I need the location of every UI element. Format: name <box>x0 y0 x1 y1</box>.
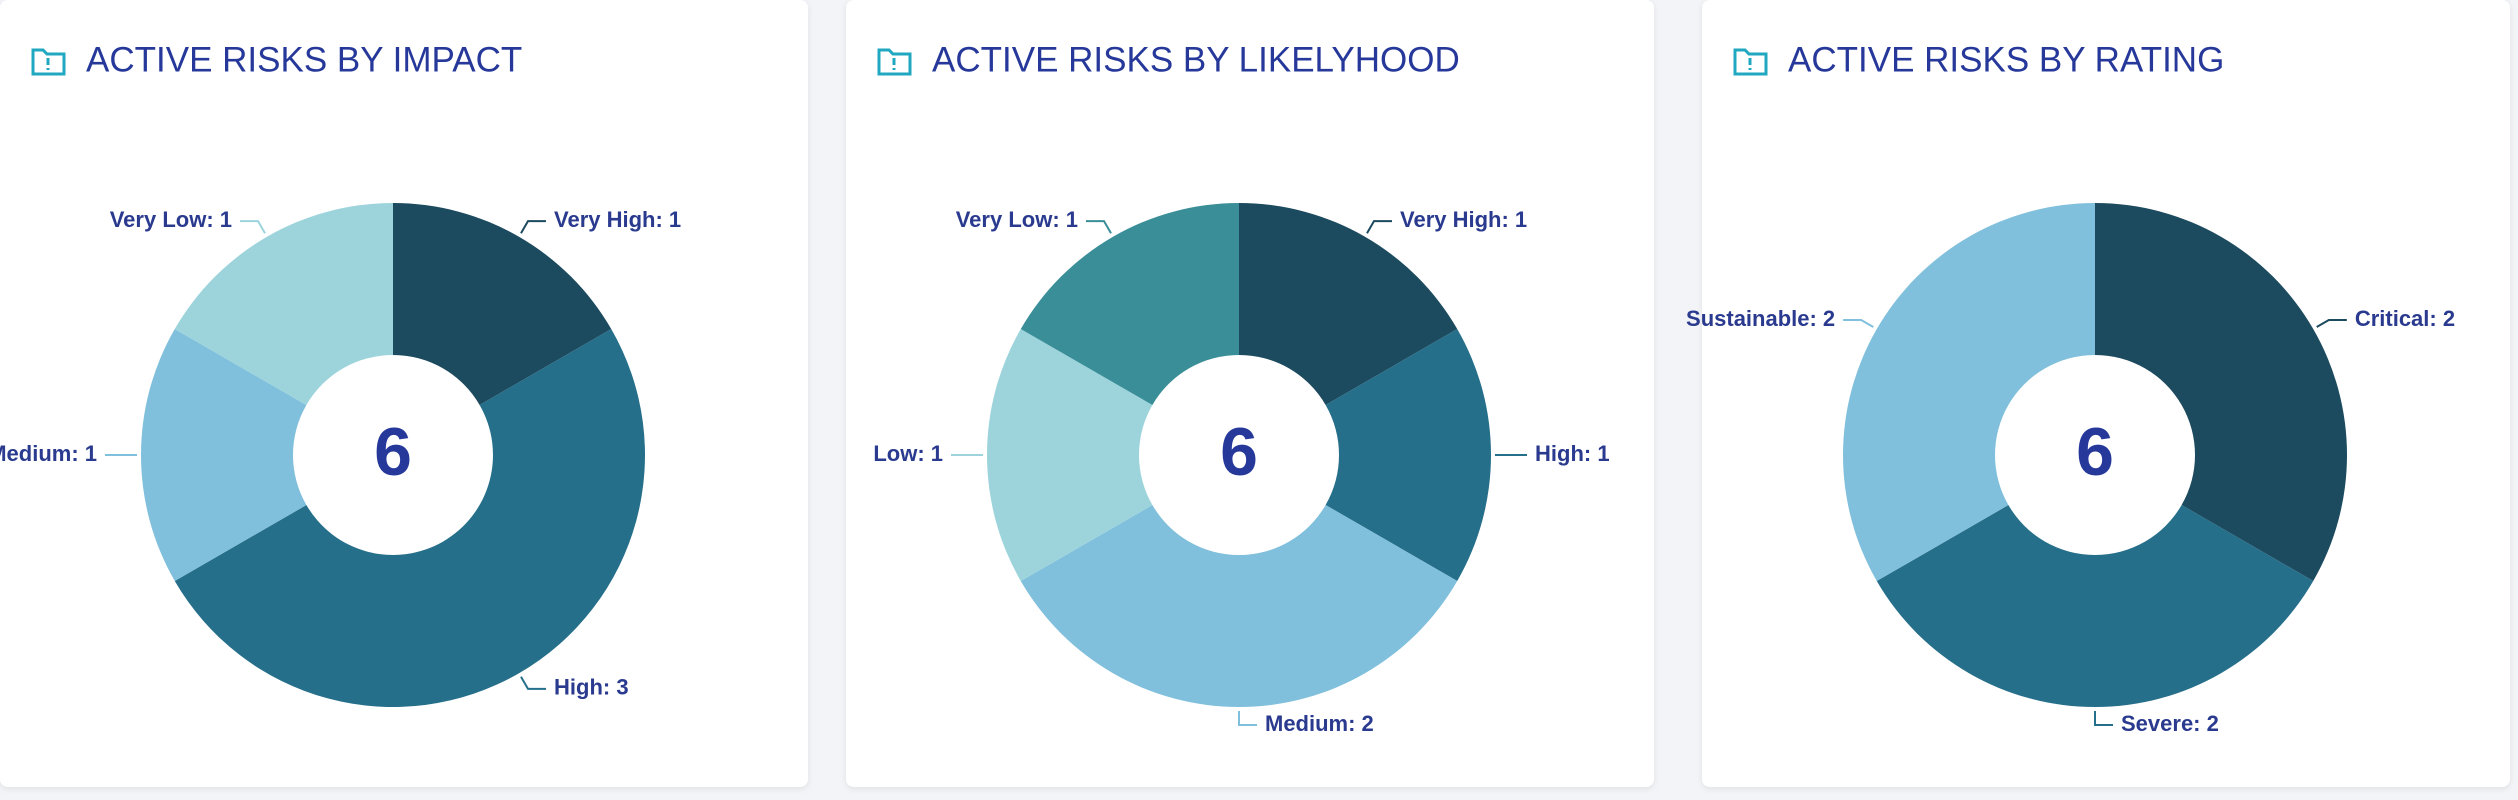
value-label: Very High: 1 <box>554 207 681 232</box>
center-total: 6 <box>1220 414 1258 490</box>
donut-slice <box>141 329 307 581</box>
value-label: High: 3 <box>554 675 629 700</box>
leader-line <box>520 676 546 690</box>
donut-slice <box>1020 505 1458 707</box>
card-title: ACTIVE RISKS BY IMPACT <box>86 40 522 79</box>
leader-line <box>2094 711 2113 726</box>
donut-slice <box>1239 203 1458 405</box>
donut-slice <box>174 329 645 707</box>
title-icon <box>1733 48 1768 76</box>
donut-slice <box>393 203 612 405</box>
leader-line <box>1086 220 1112 234</box>
leader-line <box>2316 319 2347 328</box>
value-label: Medium: 2 <box>1265 711 1374 736</box>
value-label: Critical: 2 <box>2355 306 2455 331</box>
donut-slice <box>1020 203 1239 405</box>
donut-slice <box>987 329 1153 581</box>
donut-slice <box>1325 329 1491 581</box>
title-icon <box>877 48 912 76</box>
leader-line <box>1843 319 1874 328</box>
value-label: Very Low: 1 <box>956 207 1078 232</box>
leader-line <box>1366 220 1392 234</box>
leader-line <box>240 220 266 234</box>
donut-slice <box>174 203 393 405</box>
center-total: 6 <box>2076 414 2114 490</box>
donut-slice <box>1843 203 2095 581</box>
title-icon <box>31 48 66 76</box>
value-label: Sustainable: 2 <box>1686 306 1835 331</box>
leader-line <box>520 220 546 234</box>
value-label: Low: 1 <box>873 441 943 466</box>
donut-slice <box>1876 505 2314 707</box>
value-label: Medium: 1 <box>0 441 97 466</box>
card-title: ACTIVE RISKS BY LIKELYHOOD <box>932 40 1460 79</box>
center-total: 6 <box>374 414 412 490</box>
value-label: Very High: 1 <box>1400 207 1527 232</box>
icon-folder <box>1733 48 1768 76</box>
leader-line <box>1238 711 1257 726</box>
value-label: Severe: 2 <box>2121 711 2219 736</box>
donut-slice <box>2095 203 2347 581</box>
value-label: High: 1 <box>1535 441 1610 466</box>
card-title: ACTIVE RISKS BY RATING <box>1788 40 2224 79</box>
icon-folder <box>877 48 912 76</box>
value-label: Very Low: 1 <box>110 207 232 232</box>
icon-folder <box>31 48 66 76</box>
